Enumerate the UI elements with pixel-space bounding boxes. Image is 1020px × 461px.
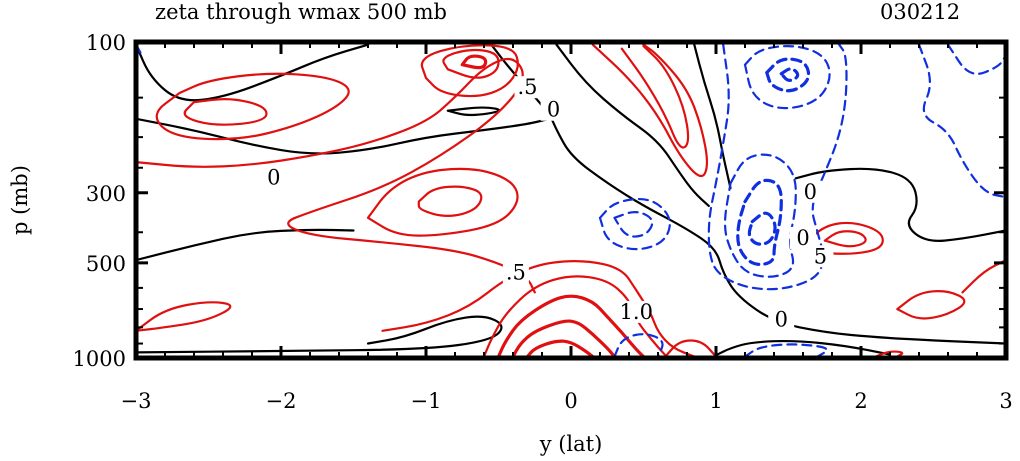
contour-label: .5 <box>517 75 537 99</box>
x-tick-label: 1 <box>709 389 722 413</box>
chart-title: zeta through wmax 500 mb <box>155 0 447 24</box>
contour-lines <box>136 43 1006 358</box>
y-axis-label: p (mb) <box>8 165 32 235</box>
contour-label-bg <box>768 308 795 331</box>
contour-line-positive <box>366 167 519 237</box>
contour-line-positive <box>155 72 350 141</box>
contour-label-bg <box>790 226 816 249</box>
y-tick-label: 300 <box>86 182 126 206</box>
contour-line-negative <box>613 333 664 358</box>
contour-label: 0 <box>267 165 280 189</box>
contour-label-bg <box>797 180 824 203</box>
contour-line-negative <box>779 67 800 82</box>
contour-label: 0 <box>804 180 817 204</box>
contour-label-bg <box>502 261 529 284</box>
x-tick-label: −3 <box>121 389 152 413</box>
contour-line-zero <box>136 117 551 155</box>
contour-line-zero <box>794 167 1006 242</box>
x-tick-label: 2 <box>854 389 867 413</box>
contour-label: 1.0 <box>620 300 653 324</box>
contour-line-negative <box>613 211 654 238</box>
contour-line-zero <box>136 315 503 354</box>
contour-line-zero <box>555 43 710 207</box>
y-tick-label: 1000 <box>73 347 126 371</box>
contour-line-zero <box>446 106 501 117</box>
chart-date-label: 030212 <box>880 0 960 24</box>
contour-line-negative <box>743 343 828 358</box>
contour-label: 0 <box>796 226 809 250</box>
contour-line-positive <box>496 294 646 358</box>
contour-line-positive <box>525 339 595 358</box>
contour-line-negative <box>707 43 848 291</box>
x-tick-label: 3 <box>999 389 1012 413</box>
contour-line-zero <box>693 43 732 190</box>
contour-line-zero <box>136 228 355 262</box>
contour-line-negative <box>946 43 1006 75</box>
contour-line-positive <box>183 98 268 126</box>
contour-line-zero <box>714 339 892 357</box>
contour-line-positive <box>136 57 536 294</box>
contour-line-negative <box>743 45 831 110</box>
contour-line-positive <box>961 259 1006 294</box>
contour-label-bg <box>623 300 650 323</box>
contour-line-negative <box>598 197 671 251</box>
x-tick-label: −1 <box>411 389 442 413</box>
plot-frame <box>133 39 1009 361</box>
contour-label-bg <box>540 98 567 121</box>
contour-line-positive <box>823 230 867 248</box>
x-axis-label: y (lat) <box>539 432 603 456</box>
contour-label: 5 <box>814 244 827 268</box>
contour-label: 0 <box>547 98 560 122</box>
contour-line-negative <box>917 43 1006 199</box>
y-tick-label: 100 <box>86 31 126 55</box>
contour-label-bg <box>260 166 287 189</box>
y-tick-label: 500 <box>86 252 126 276</box>
contour-line-positive <box>460 54 488 70</box>
contour-label-bg <box>514 76 541 99</box>
contour-label: 0 <box>775 307 788 331</box>
contour-line-positive <box>381 260 696 358</box>
contour-line-negative <box>747 211 777 246</box>
contour-line-negative <box>765 57 811 93</box>
contour-line-positive <box>420 44 519 98</box>
contour-line-positive <box>442 48 500 79</box>
contour-line-positive <box>620 45 690 149</box>
contour-line-negative <box>736 178 783 266</box>
contour-line-positive <box>511 319 617 358</box>
contour-line-positive <box>801 221 884 255</box>
contour-line-positive <box>896 290 966 320</box>
contour-label-bg <box>807 245 834 268</box>
contour-line-positive <box>664 339 718 358</box>
contour-label: .5 <box>506 260 526 284</box>
x-tick-label: 0 <box>564 389 577 413</box>
contour-line-zero <box>136 43 370 102</box>
contour-line-positive <box>417 185 483 217</box>
contour-line-positive <box>136 301 232 332</box>
contour-line-positive <box>591 43 709 178</box>
x-tick-label: −2 <box>266 389 297 413</box>
